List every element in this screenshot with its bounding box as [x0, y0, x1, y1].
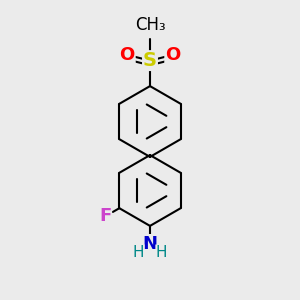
Text: CH₃: CH₃: [135, 16, 165, 34]
Text: H: H: [133, 245, 144, 260]
Text: O: O: [120, 46, 135, 64]
Text: S: S: [143, 51, 157, 70]
Text: H: H: [156, 245, 167, 260]
Text: N: N: [142, 235, 158, 253]
Text: O: O: [165, 46, 180, 64]
Text: F: F: [99, 208, 111, 226]
